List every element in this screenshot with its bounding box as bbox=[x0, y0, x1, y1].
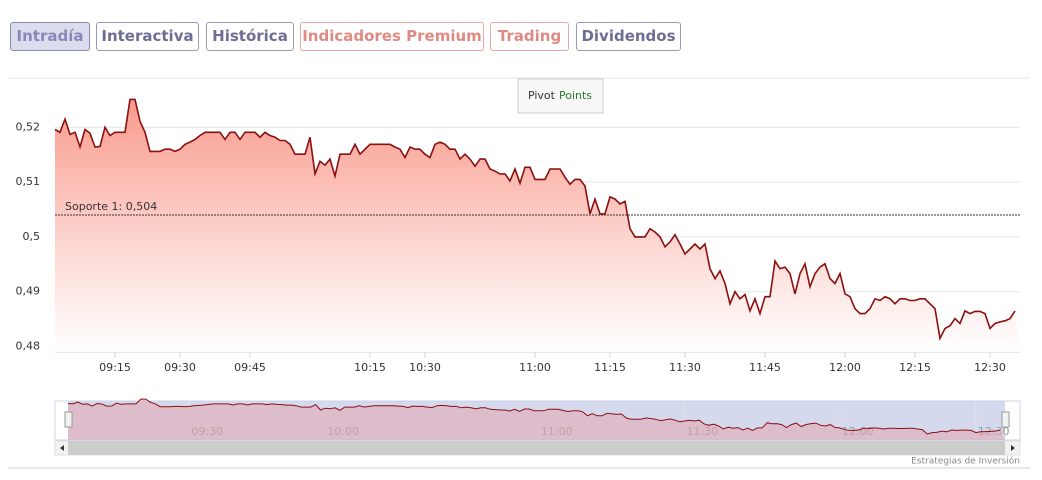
x-tick-label: 11:30 bbox=[669, 361, 701, 374]
navigator-handle[interactable] bbox=[64, 411, 73, 428]
scroll-left bbox=[60, 445, 64, 451]
scrollbar-thumb[interactable] bbox=[68, 441, 1005, 455]
navigator-line bbox=[67, 398, 1001, 435]
tab[interactable]: Interactiva bbox=[96, 22, 199, 51]
y-tick-label: 0,51 bbox=[16, 175, 41, 188]
x-tick-label: 11:00 bbox=[519, 361, 551, 374]
y-tick-label: 0,52 bbox=[16, 120, 41, 133]
legend-part: Points bbox=[559, 89, 592, 102]
x-tick-label: 12:00 bbox=[829, 361, 861, 374]
tab[interactable]: Dividendos bbox=[576, 22, 681, 51]
legend-box bbox=[517, 78, 604, 114]
x-tick-label: 11:15 bbox=[594, 361, 626, 374]
y-tick-label: 0,5 bbox=[23, 230, 41, 243]
navigator-area bbox=[68, 399, 1005, 440]
tab[interactable]: Indicadores Premium bbox=[300, 22, 484, 51]
y-tick-label: 0,48 bbox=[16, 340, 41, 353]
legend-part: Pivot bbox=[528, 89, 556, 102]
tab[interactable]: Histórica bbox=[206, 22, 294, 51]
x-tick-label: 09:30 bbox=[164, 361, 196, 374]
x-tick-label: 09:15 bbox=[99, 361, 131, 374]
tab[interactable]: Intradía bbox=[10, 22, 90, 51]
x-tick-label: 12:15 bbox=[899, 361, 931, 374]
x-tick-label: 09:45 bbox=[234, 361, 266, 374]
support-label: Soporte 1: 0,504 bbox=[65, 200, 157, 213]
credit: Estrategias de Inversión bbox=[911, 456, 1020, 467]
y-tick-label: 0,49 bbox=[16, 285, 41, 298]
x-tick-label: 11:45 bbox=[749, 361, 781, 374]
x-tick-label: 10:30 bbox=[409, 361, 441, 374]
tab[interactable]: Trading bbox=[490, 22, 569, 51]
area-fill bbox=[55, 99, 1020, 353]
x-tick-label: 12:30 bbox=[974, 361, 1006, 374]
price-line bbox=[54, 98, 1016, 341]
scroll-right bbox=[1011, 445, 1015, 451]
legend-label: Pivot Points bbox=[528, 89, 592, 102]
x-tick-label: 10:15 bbox=[354, 361, 386, 374]
navigator-handle[interactable] bbox=[1001, 411, 1010, 428]
